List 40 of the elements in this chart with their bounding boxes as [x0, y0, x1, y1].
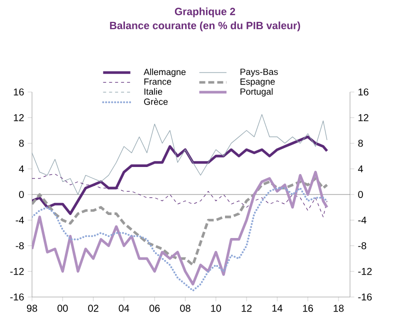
line-series	[32, 177, 328, 266]
y2-tick-label: -4	[358, 216, 366, 224]
y-tick-label: 0	[19, 190, 24, 198]
y-tick-label: -4	[16, 216, 24, 224]
y-tick-label: 16	[14, 88, 24, 96]
x-tick-label: 02	[88, 304, 98, 312]
x-tick-label: 16	[303, 304, 313, 312]
x-tick-label: 00	[58, 304, 68, 312]
x-tick-label: 06	[149, 304, 160, 312]
x-tick-label: 18	[334, 304, 344, 312]
legend-label: Pays-Bas	[240, 68, 278, 77]
line-series	[32, 170, 328, 286]
y-tick-label: 12	[14, 114, 24, 122]
legend-label: Allemagne	[144, 68, 186, 77]
x-tick-label: 14	[272, 304, 282, 312]
x-tick-label: 08	[180, 304, 190, 312]
y-tick-label: 4	[18, 165, 24, 172]
y2-tick-label: 0	[358, 190, 363, 198]
x-tick-label: 98	[26, 304, 38, 312]
legend-label: France	[144, 78, 172, 85]
y-tick-label: -8	[16, 242, 24, 250]
y2-tick-label: 12	[358, 114, 368, 122]
y2-tick-label: -16	[358, 293, 372, 301]
y2-tick-label: -8	[358, 242, 366, 250]
chart-title: Graphique 2	[174, 8, 236, 18]
legend-label: Espagne	[240, 78, 275, 87]
y2-tick-label: 16	[358, 88, 368, 96]
chart-subtitle: Balance courante (en % du PIB valeur)	[110, 22, 300, 32]
legend-label: Italie	[144, 88, 162, 95]
x-tick-label: 04	[118, 304, 130, 312]
y2-tick-label: -12	[358, 268, 372, 275]
x-tick-label: 12	[242, 304, 252, 312]
y2-tick-label: 4	[358, 165, 364, 172]
y-tick-label: -16	[10, 293, 24, 301]
y-tick-label: -12	[10, 268, 24, 275]
legend-label: Grèce	[144, 98, 168, 105]
y2-tick-label: 8	[358, 140, 363, 147]
y-tick-label: 8	[19, 140, 24, 147]
x-tick-label: 10	[211, 304, 222, 312]
legend-label: Portugal	[240, 88, 273, 97]
